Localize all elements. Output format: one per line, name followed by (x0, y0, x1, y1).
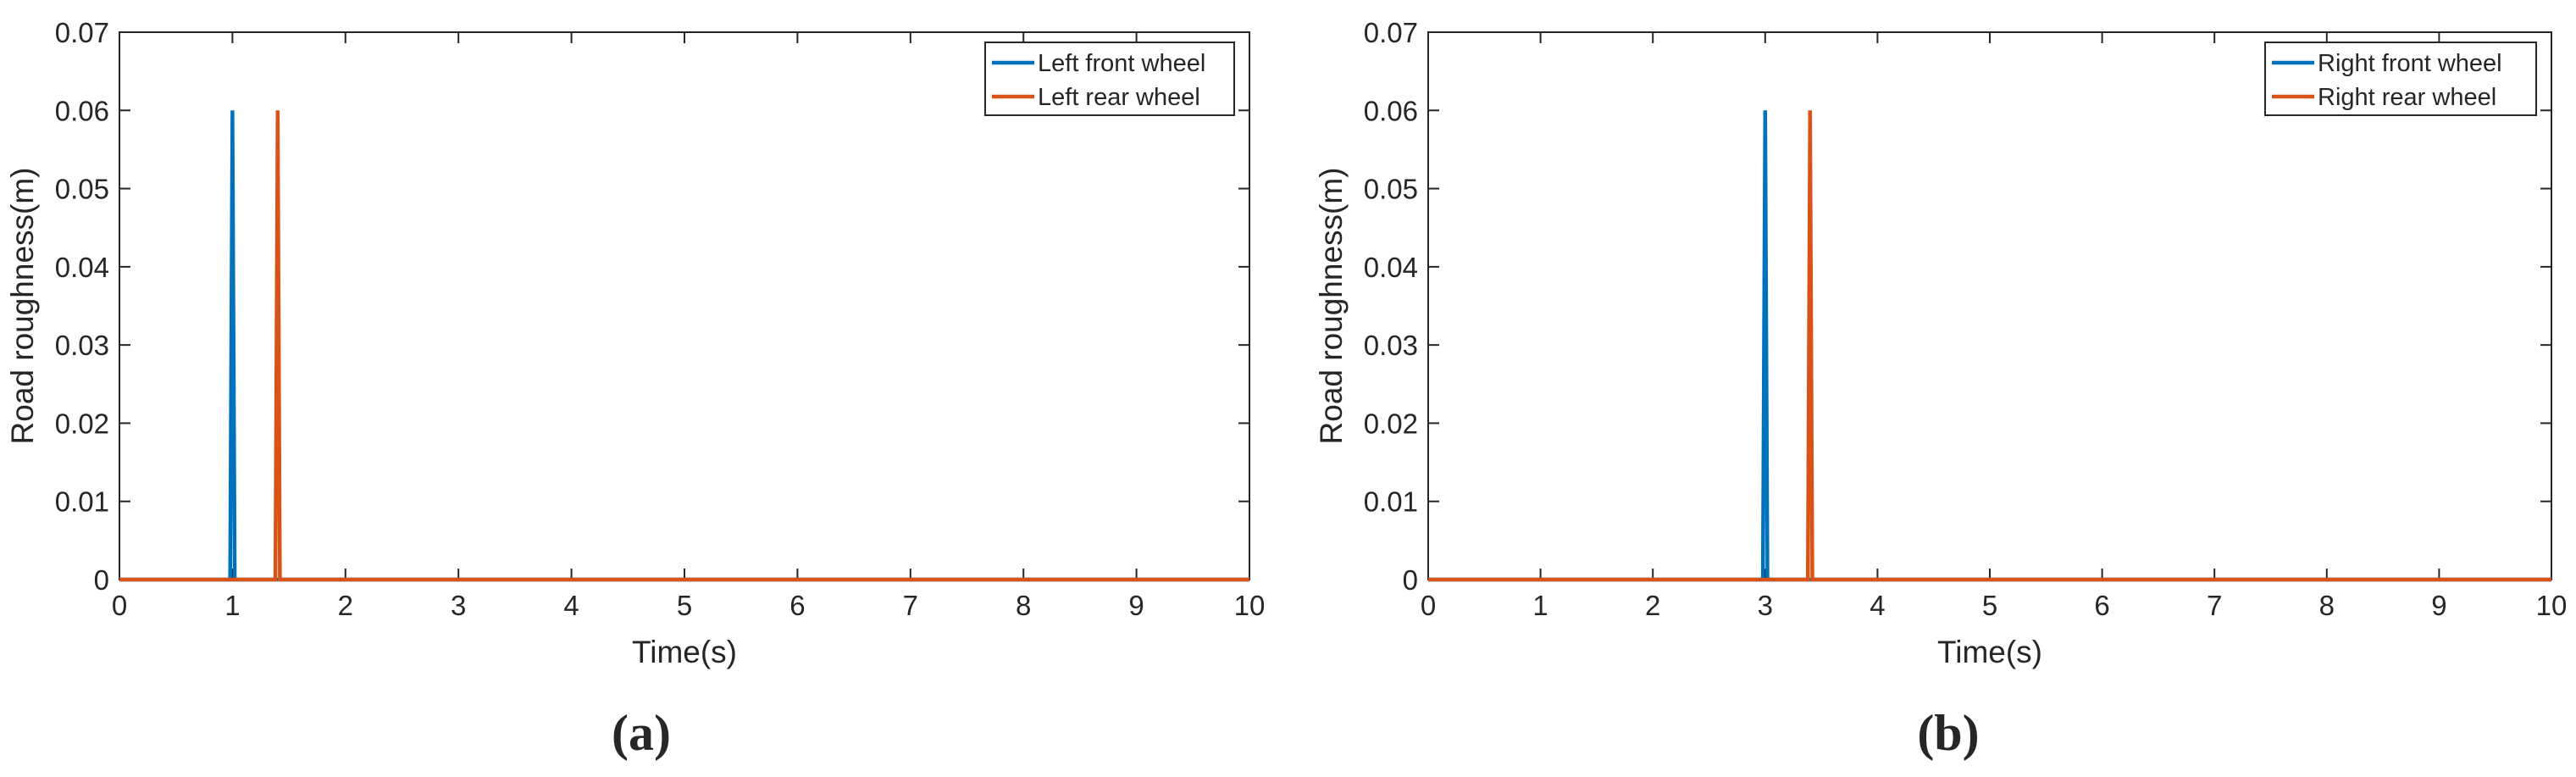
x-axis-title: Time(s) (632, 635, 737, 669)
y-tick-label: 0.05 (1364, 174, 1418, 205)
x-tick-label: 3 (451, 590, 466, 621)
legend (984, 42, 1235, 116)
x-tick-label: 1 (1532, 590, 1548, 621)
panel-label: (b) (1917, 705, 1979, 761)
x-tick-label: 2 (1645, 590, 1660, 621)
y-tick-label: 0.03 (1364, 330, 1418, 361)
y-axis-title: Road roughness(m) (5, 168, 40, 445)
x-tick-label: 0 (1421, 590, 1436, 621)
y-tick-label: 0.06 (55, 95, 109, 126)
legend-label: Right front wheel (2318, 50, 2502, 77)
x-tick-label: 10 (1234, 590, 1266, 621)
plot-area (1427, 31, 2552, 580)
y-tick-label: 0.06 (1364, 95, 1418, 126)
y-axis-title: Road roughness(m) (1314, 168, 1349, 445)
x-tick-label: 6 (789, 590, 805, 621)
x-tick-label: 3 (1758, 590, 1773, 621)
panel-b: 0 1 2 3 4 5 6 7 8 9 10 0 0.01 0.02 0.03 0.04 0.05 0.06 0.0… (1314, 17, 2567, 761)
legend (2264, 42, 2537, 116)
x-tick-label: 5 (677, 590, 692, 621)
x-tick-label: 1 (224, 590, 240, 621)
y-tick-label: 0.01 (1364, 486, 1418, 518)
y-tick-label: 0.02 (1364, 408, 1418, 439)
legend-label: Left front wheel (1038, 50, 1205, 77)
x-tick-label: 4 (563, 590, 579, 621)
x-tick-label: 9 (2431, 590, 2446, 621)
y-tick-label: 0.01 (55, 486, 109, 518)
y-tick-label: 0 (94, 564, 109, 596)
x-tick-label: 5 (1982, 590, 1997, 621)
x-tick-label: 7 (2207, 590, 2222, 621)
y-tick-label: 0.04 (55, 252, 109, 283)
series-line-1 (1428, 110, 2551, 582)
x-tick-label: 10 (2536, 590, 2568, 621)
legend-label: Right rear wheel (2318, 84, 2496, 111)
y-tick-label: 0.03 (55, 330, 109, 361)
y-tick-label: 0 (1403, 564, 1418, 596)
series-line-1 (119, 110, 1249, 582)
panel-a: 0 1 2 3 4 5 6 7 8 9 10 0 0.01 0.02 0.03 0.04 0.05 0.06 0.0… (5, 17, 1265, 761)
x-tick-label: 8 (2319, 590, 2335, 621)
x-tick-label: 0 (112, 590, 127, 621)
x-tick-label: 4 (1870, 590, 1885, 621)
legend-label: Left rear wheel (1038, 84, 1200, 111)
panel-label: (a) (612, 705, 671, 761)
x-tick-label: 8 (1016, 590, 1031, 621)
x-tick-label: 6 (2094, 590, 2109, 621)
y-tick-label: 0.05 (55, 174, 109, 205)
y-tick-label: 0.04 (1364, 252, 1418, 283)
x-tick-label: 2 (338, 590, 353, 621)
x-tick-label: 9 (1128, 590, 1144, 621)
x-axis-title: Time(s) (1937, 635, 2042, 669)
y-tick-label: 0.02 (55, 408, 109, 439)
y-tick-label: 0.07 (1364, 17, 1418, 48)
plot-area (119, 31, 1250, 580)
y-tick-label: 0.07 (55, 17, 109, 48)
x-tick-label: 7 (903, 590, 918, 621)
